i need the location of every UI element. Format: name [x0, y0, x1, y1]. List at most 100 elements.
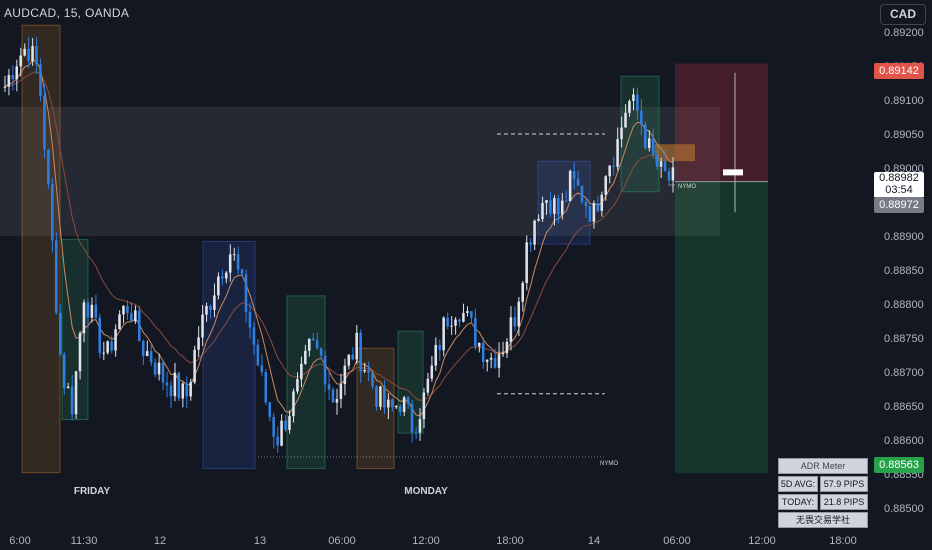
x-tick-label: 14 — [588, 535, 600, 547]
y-tick-label: 0.88850 — [884, 265, 924, 277]
candle-body — [228, 254, 232, 273]
candle-body — [442, 317, 445, 351]
candle-body — [628, 100, 631, 113]
candle-body — [35, 46, 38, 65]
current-price: 0.88982 — [879, 172, 919, 184]
candle-body — [521, 282, 524, 302]
candle-body — [268, 402, 271, 417]
candle-body — [489, 357, 493, 360]
candle-body — [537, 218, 540, 221]
candle-body — [138, 310, 141, 342]
candle-body — [493, 357, 497, 368]
adr-label: TODAY: — [778, 494, 818, 510]
candle-body — [450, 325, 453, 327]
candle-body — [446, 317, 449, 327]
candle-body — [217, 276, 220, 296]
x-tick-label: 12:00 — [748, 535, 776, 547]
candle-body — [23, 48, 26, 56]
candle-body — [418, 419, 422, 433]
candle-body — [620, 127, 623, 140]
currency-button[interactable]: CAD — [880, 4, 926, 25]
candle-body — [319, 348, 323, 356]
y-tick-label: 0.89050 — [884, 129, 924, 141]
candle-body — [655, 154, 659, 167]
candle-body — [667, 171, 671, 181]
candle-body — [110, 341, 113, 351]
bar-countdown: 03:54 — [885, 184, 913, 196]
candle-body — [636, 94, 639, 111]
candle-body — [474, 317, 477, 347]
candle-body — [533, 220, 536, 245]
candle-body — [624, 112, 627, 128]
candle-body — [205, 305, 208, 315]
candle-body — [134, 310, 137, 322]
adr-row: 5D AVG: 57.9 PIPS — [778, 476, 868, 492]
candle-body — [114, 329, 117, 351]
x-tick-label: 13 — [254, 535, 266, 547]
candle-body — [367, 370, 370, 373]
candle-body — [173, 372, 177, 397]
candle-body — [193, 349, 196, 383]
candle-body — [185, 383, 188, 397]
candle-body — [70, 386, 74, 415]
candle-body — [256, 344, 260, 366]
x-tick-label: 12 — [154, 535, 166, 547]
candle-body — [596, 203, 600, 211]
candle-body — [339, 384, 343, 400]
candle-body — [351, 354, 355, 360]
candle-body — [323, 355, 327, 385]
nymo-label: NYMO — [600, 461, 618, 467]
candle-body — [3, 86, 7, 88]
candle-body — [379, 386, 382, 407]
candle-body — [161, 362, 165, 383]
last-price-tag: 0.88972 — [874, 197, 924, 213]
candles-layer — [3, 36, 675, 454]
candle-body — [410, 403, 414, 433]
adr-value: 21.8 PIPS — [820, 494, 868, 510]
y-tick-label: 0.88600 — [884, 435, 924, 447]
candle-body — [335, 399, 339, 403]
y-tick-label: 0.88700 — [884, 367, 924, 379]
candle-body — [27, 48, 30, 62]
candle-body — [236, 254, 240, 270]
candle-body — [529, 242, 532, 245]
candle-body — [363, 370, 366, 372]
candle-body — [438, 344, 441, 351]
current-price-tag: 0.88982 03:54 — [874, 172, 924, 197]
candle-body — [509, 317, 513, 342]
candle-body — [19, 55, 22, 67]
candle-body — [31, 46, 34, 62]
candle-body — [671, 167, 675, 181]
y-tick-label: 0.88750 — [884, 333, 924, 345]
candle-body — [292, 391, 295, 417]
candle-body — [477, 342, 481, 347]
candle-body — [276, 436, 279, 446]
candle-body — [165, 382, 169, 386]
candle-body — [545, 200, 548, 203]
candle-body — [189, 382, 192, 397]
candle-body — [651, 138, 655, 155]
session-box — [397, 330, 424, 434]
candle-body — [355, 332, 358, 360]
session-label: MONDAY — [404, 486, 448, 497]
candle-body — [296, 379, 299, 392]
candle-body — [307, 338, 311, 351]
candle-body — [252, 327, 256, 345]
candle-body — [145, 351, 149, 356]
candle-body — [588, 206, 592, 222]
candle-body — [505, 341, 509, 354]
candle-body — [149, 351, 153, 363]
candle-body — [141, 341, 145, 356]
candle-body — [106, 341, 109, 353]
candle-body — [466, 311, 469, 314]
candle-body — [406, 397, 410, 404]
candle-body — [78, 333, 82, 372]
candle-body — [260, 365, 264, 373]
candle-body — [663, 161, 667, 172]
x-tick-label: 18:00 — [829, 535, 857, 547]
candle-body — [458, 319, 461, 322]
grid-layer — [258, 133, 675, 458]
candle-body — [54, 240, 58, 313]
candle-body — [51, 184, 54, 241]
